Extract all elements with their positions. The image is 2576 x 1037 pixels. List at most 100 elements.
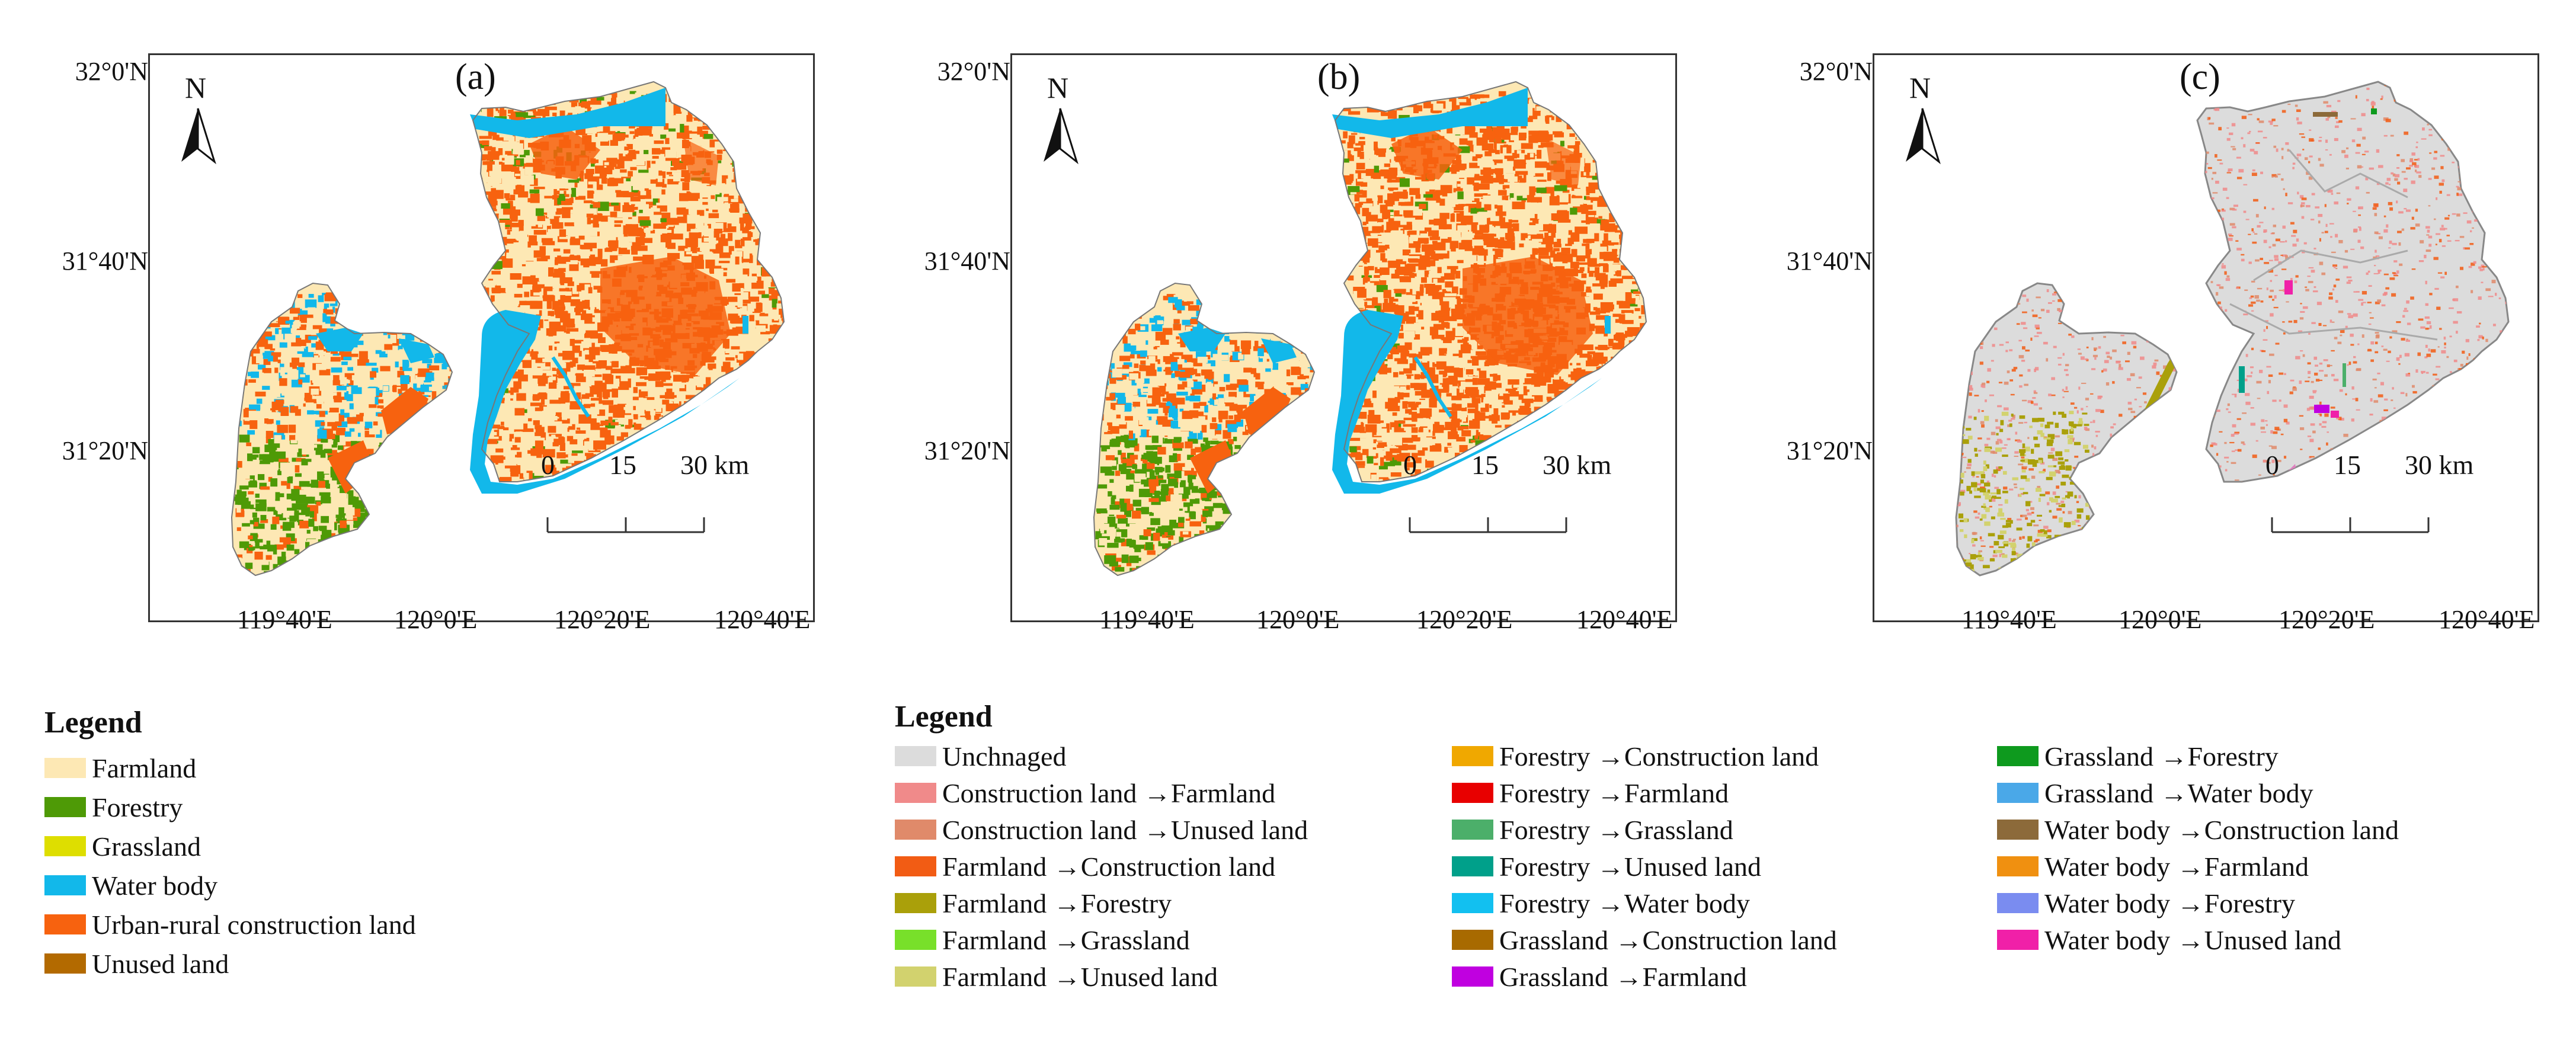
map-a-svg — [231, 81, 785, 577]
legend-label: Water body →Construction land — [2044, 814, 2399, 845]
legend-item: Farmland →Grassland — [895, 923, 1190, 956]
legend-swatch — [1452, 746, 1493, 766]
legend-label: Farmland — [92, 753, 197, 783]
legend-item: Forestry →Water body — [1452, 886, 1750, 920]
landuse-legend: Legend Farmland Forestry Grassland Water… — [44, 705, 637, 1001]
panel-label: (a) — [455, 57, 496, 97]
lat-label: 31°40'N — [1786, 247, 1873, 276]
legend-label: Grassland →Water body — [2044, 777, 2313, 808]
north-arrow: N — [1901, 71, 1948, 180]
change-legend: Legend Unchnaged Construction land →Farm… — [895, 699, 2554, 1007]
map-panel-c: (c) N 0 15 30 km — [1873, 53, 2539, 622]
legend-item: Grassland →Water body — [1997, 776, 2313, 809]
legend-item: Water body →Forestry — [1997, 886, 2295, 920]
scale-label-end: 30 km — [2405, 450, 2474, 480]
legend-swatch — [44, 797, 86, 817]
legend-item: Forestry →Grassland — [1452, 813, 1733, 846]
scale-label-mid: 15 — [1471, 450, 1499, 480]
scale-bar-line — [1409, 517, 1567, 533]
legend-label: Forestry →Grassland — [1499, 814, 1733, 845]
legend-item: Farmland — [44, 751, 196, 785]
legend-label: Forestry →Unused land — [1499, 851, 1762, 882]
scale-bar-line — [2271, 517, 2430, 533]
legend-item: Farmland →Forestry — [895, 886, 1172, 920]
legend-item: Grassland — [44, 830, 201, 863]
legend-swatch — [44, 836, 86, 856]
legend-label: Water body →Unused land — [2044, 924, 2341, 955]
legend-item: Grassland →Construction land — [1452, 923, 1837, 956]
legend-item: Farmland →Unused land — [895, 960, 1218, 993]
legend-swatch — [895, 856, 936, 876]
lat-label: 32°0'N — [937, 57, 1010, 86]
legend-swatch — [895, 966, 936, 987]
north-arrow: N — [1039, 71, 1086, 180]
legend-label: Unchnaged — [942, 741, 1067, 772]
lon-label: 120°20'E — [554, 605, 651, 634]
north-arrow-label: N — [1047, 71, 1069, 104]
scale-label-mid: 15 — [609, 450, 636, 480]
scale-bar: 0 15 30 km — [2263, 449, 2473, 550]
lon-label: 120°40'E — [714, 605, 811, 634]
scale-label-end: 30 km — [1543, 450, 1612, 480]
legend-label: Forestry →Construction land — [1499, 741, 1819, 772]
scale-bar: 0 15 30 km — [538, 449, 749, 550]
legend-swatch — [895, 783, 936, 803]
legend-title: Legend — [44, 706, 142, 740]
legend-item: Forestry →Construction land — [1452, 740, 1819, 773]
legend-swatch — [1452, 930, 1493, 950]
legend-item: Grassland →Forestry — [1997, 740, 2279, 773]
scale-label-zero: 0 — [2265, 450, 2279, 480]
legend-label: Construction land →Farmland — [942, 777, 1276, 808]
legend-item: Unchnaged — [895, 740, 1066, 773]
lon-label: 119°40'E — [1961, 605, 2057, 634]
legend-label: Farmland →Grassland — [942, 924, 1190, 955]
legend-label: Forestry — [92, 792, 183, 822]
legend-item: Forestry →Unused land — [1452, 850, 1761, 883]
lon-label: 120°0'E — [394, 605, 478, 634]
lat-label: 32°0'N — [1799, 57, 1873, 86]
lon-label: 120°0'E — [1256, 605, 1340, 634]
legend-label: Water body — [92, 870, 218, 901]
legend-item: Construction land →Farmland — [895, 776, 1275, 809]
legend-title: Legend — [895, 700, 993, 734]
legend-item: Forestry — [44, 790, 183, 824]
lon-label: 119°40'E — [237, 605, 332, 634]
lon-label: 120°40'E — [2439, 605, 2535, 634]
lon-label: 120°20'E — [1416, 605, 1513, 634]
legend-label: Urban-rural construction land — [92, 909, 416, 940]
lon-label: 119°40'E — [1099, 605, 1195, 634]
legend-label: Farmland →Unused land — [942, 961, 1218, 992]
legend-swatch — [895, 746, 936, 766]
scale-bar: 0 15 30 km — [1400, 449, 1611, 550]
lon-label: 120°20'E — [2279, 605, 2375, 634]
legend-swatch — [44, 914, 86, 934]
legend-swatch — [895, 893, 936, 913]
legend-label: Unused land — [92, 948, 229, 979]
legend-swatch — [895, 930, 936, 950]
legend-swatch — [1452, 966, 1493, 987]
north-arrow-icon — [1906, 108, 1941, 165]
lat-label: 31°20'N — [1786, 436, 1873, 465]
lat-label: 31°20'N — [62, 436, 148, 465]
scale-label-mid: 15 — [2334, 450, 2361, 480]
legend-item: Farmland →Construction land — [895, 850, 1275, 883]
legend-label: Grassland →Farmland — [1499, 961, 1747, 992]
legend-label: Grassland →Forestry — [2044, 741, 2279, 772]
panel-label: (c) — [2180, 57, 2220, 97]
lon-label: 120°0'E — [2119, 605, 2202, 634]
north-arrow: N — [177, 71, 224, 180]
north-arrow-label: N — [1909, 71, 1931, 104]
legend-item: Water body →Construction land — [1997, 813, 2399, 846]
map-b-svg — [1093, 81, 1647, 577]
legend-label: Construction land →Unused land — [942, 814, 1308, 845]
lon-label: 120°40'E — [1576, 605, 1673, 634]
lat-label: 31°20'N — [924, 436, 1010, 465]
legend-item: Forestry →Farmland — [1452, 776, 1729, 809]
legend-swatch — [1452, 820, 1493, 840]
legend-swatch — [44, 758, 86, 778]
legend-label: Farmland →Construction land — [942, 851, 1276, 882]
legend-label: Water body →Forestry — [2044, 888, 2295, 918]
legend-swatch — [1997, 820, 2039, 840]
legend-swatch — [1452, 893, 1493, 913]
scale-bar-line — [546, 517, 705, 533]
